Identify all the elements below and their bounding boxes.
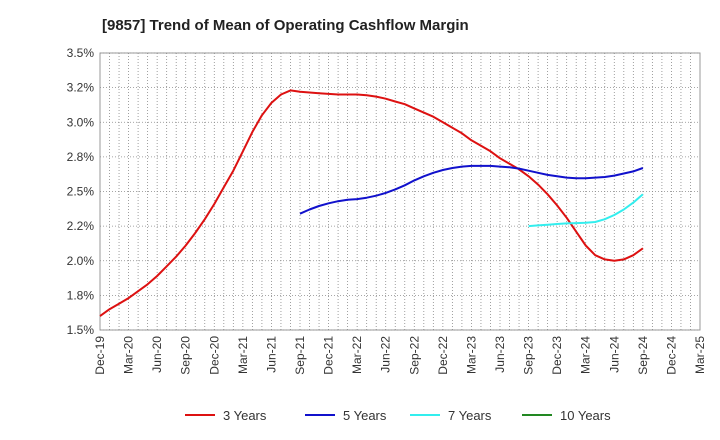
x-tick-label: Jun-21 bbox=[264, 336, 278, 373]
x-tick-label: Dec-23 bbox=[550, 336, 564, 375]
x-tick-label: Mar-20 bbox=[122, 336, 136, 374]
y-tick-label: 1.8% bbox=[67, 288, 95, 302]
chart-title: [9857] Trend of Mean of Operating Cashfl… bbox=[102, 17, 469, 34]
x-tick-label: Sep-22 bbox=[407, 336, 421, 375]
y-axis-ticks: 1.5% 1.8% 2.0% 2.2% 2.5% 2.8% 3.0% 3.2% 3.5% bbox=[67, 46, 95, 337]
y-tick-label: 2.8% bbox=[67, 150, 95, 164]
x-tick-label: Sep-24 bbox=[636, 336, 650, 375]
series-line-5-years bbox=[299, 164, 644, 215]
legend-label: 10 Years bbox=[560, 408, 611, 423]
x-tick-label: Sep-23 bbox=[522, 336, 536, 375]
x-tick-label: Dec-19 bbox=[93, 336, 107, 375]
x-tick-label: Jun-23 bbox=[493, 336, 507, 373]
x-tick-label: Mar-23 bbox=[464, 336, 478, 374]
x-axis-ticks: Dec-19 Mar-20 Jun-20 Sep-20 Dec-20 Mar-21 Jun-… bbox=[93, 336, 707, 375]
x-tick-label: Dec-21 bbox=[322, 336, 336, 375]
x-tick-label: Jun-20 bbox=[150, 336, 164, 373]
x-tick-label: Jun-24 bbox=[607, 336, 621, 373]
x-tick-label: Mar-22 bbox=[350, 336, 364, 374]
y-tick-label: 2.2% bbox=[67, 219, 95, 233]
y-tick-label: 2.5% bbox=[67, 185, 95, 199]
x-tick-label: Dec-22 bbox=[436, 336, 450, 375]
legend: 3 Years 5 Years 7 Years 10 Years bbox=[185, 408, 611, 423]
legend-label: 3 Years bbox=[223, 408, 267, 423]
x-tick-label: Mar-21 bbox=[236, 336, 250, 374]
x-tick-label: Jun-22 bbox=[379, 336, 393, 373]
series-lines bbox=[99, 89, 644, 317]
y-tick-label: 3.0% bbox=[67, 115, 95, 129]
x-tick-label: Sep-21 bbox=[293, 336, 307, 375]
y-tick-label: 3.5% bbox=[67, 46, 95, 60]
series-line-7-years bbox=[528, 193, 644, 228]
y-tick-label: 1.5% bbox=[67, 323, 95, 337]
legend-label: 7 Years bbox=[448, 408, 492, 423]
x-tick-label: Dec-20 bbox=[207, 336, 221, 375]
x-tick-label: Dec-24 bbox=[664, 336, 678, 375]
x-tick-label: Mar-24 bbox=[579, 336, 593, 374]
y-tick-label: 3.2% bbox=[67, 81, 95, 95]
grid-lines bbox=[100, 52, 700, 331]
y-tick-label: 2.0% bbox=[67, 254, 95, 268]
x-tick-label: Sep-20 bbox=[179, 336, 193, 375]
series-line-3-years bbox=[99, 89, 644, 317]
legend-label: 5 Years bbox=[343, 408, 387, 423]
x-tick-label: Mar-25 bbox=[693, 336, 707, 374]
